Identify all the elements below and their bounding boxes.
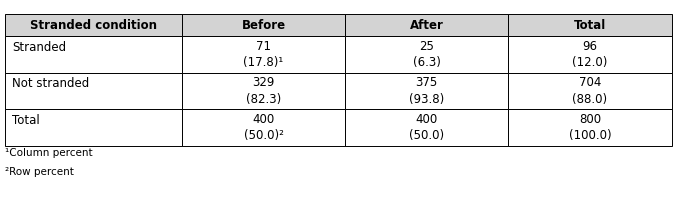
Text: 400: 400 [416,113,438,126]
Text: 96: 96 [582,40,598,53]
Text: (93.8): (93.8) [409,93,444,106]
Bar [182,14,345,36]
Bar [508,14,672,36]
Text: (6.3): (6.3) [413,56,441,69]
Text: Not stranded: Not stranded [12,77,89,90]
Bar [182,36,345,73]
Text: 400: 400 [253,113,275,126]
Bar [182,109,345,146]
Bar [345,73,508,109]
Text: (88.0): (88.0) [573,93,607,106]
Text: (82.3): (82.3) [246,93,281,106]
Bar [5,14,182,36]
Bar [508,36,672,73]
Text: Before: Before [242,19,286,32]
Bar [508,109,672,146]
Text: (12.0): (12.0) [572,56,608,69]
Text: Stranded condition: Stranded condition [30,19,157,32]
Bar [508,73,672,109]
Text: 71: 71 [256,40,271,53]
Bar [345,14,508,36]
Text: After: After [410,19,443,32]
Text: 704: 704 [579,76,601,89]
Bar [5,73,182,109]
Bar [345,109,508,146]
Text: 375: 375 [416,76,438,89]
Text: (50.0): (50.0) [409,129,444,142]
Bar [5,109,182,146]
Text: ²Row percent: ²Row percent [5,167,74,177]
Text: 329: 329 [253,76,275,89]
Text: 25: 25 [419,40,434,53]
Text: (17.8)¹: (17.8)¹ [244,56,284,69]
Bar [5,36,182,73]
Bar [345,36,508,73]
Bar [182,73,345,109]
Text: Total: Total [574,19,606,32]
Text: 800: 800 [579,113,601,126]
Text: Stranded: Stranded [12,41,66,54]
Text: (50.0)²: (50.0)² [244,129,284,142]
Text: (100.0): (100.0) [569,129,611,142]
Text: ¹Column percent: ¹Column percent [5,148,93,158]
Text: Total: Total [12,114,40,127]
